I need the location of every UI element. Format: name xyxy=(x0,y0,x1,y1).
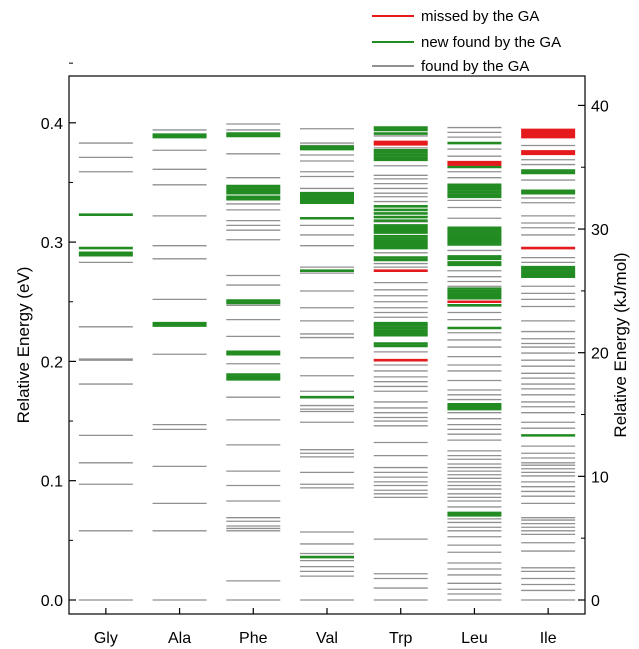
x-tick-label-val: Val xyxy=(316,630,338,647)
legend-label: found by the GA xyxy=(421,58,529,75)
x-tick-label-ile: Ile xyxy=(540,630,557,647)
y-tick-label-right: 0 xyxy=(591,593,600,610)
chart-axes: 0.0 0.1 0.2 0.3 0.4 0 10 20 30 40 Gly Ala Phe Val Trp L… xyxy=(41,62,609,647)
y-tick-label-left: 0.1 xyxy=(41,474,63,491)
y-tick-label-left: 0.0 xyxy=(41,593,63,610)
legend-label: missed by the GA xyxy=(421,8,539,25)
y-tick-label-right: 30 xyxy=(591,222,609,239)
y-tick-label-right: 20 xyxy=(591,346,609,363)
x-tick-label-leu: Leu xyxy=(461,630,488,647)
x-tick-label-gly: Gly xyxy=(94,630,118,647)
plot-frame xyxy=(68,75,586,615)
chart-marks xyxy=(78,123,576,601)
x-tick-label-trp: Trp xyxy=(389,630,413,647)
y-tick-label-left: 0.4 xyxy=(41,116,63,133)
legend: missed by the GA new found by the GA found… xyxy=(372,8,561,75)
y-tick-label-right: 10 xyxy=(591,469,609,486)
y-axis-title-left: Relative Energy (eV) xyxy=(14,267,33,424)
y-tick-label-right: 40 xyxy=(591,98,609,115)
x-tick-label-phe: Phe xyxy=(239,630,268,647)
y-axis-title-right: Relative Energy (kJ/mol) xyxy=(611,252,630,437)
y-tick-label-left: 0.3 xyxy=(41,235,63,252)
x-tick-label-ala: Ala xyxy=(168,630,191,647)
legend-label: new found by the GA xyxy=(421,34,561,51)
y-tick-label-left: 0.2 xyxy=(41,354,63,371)
